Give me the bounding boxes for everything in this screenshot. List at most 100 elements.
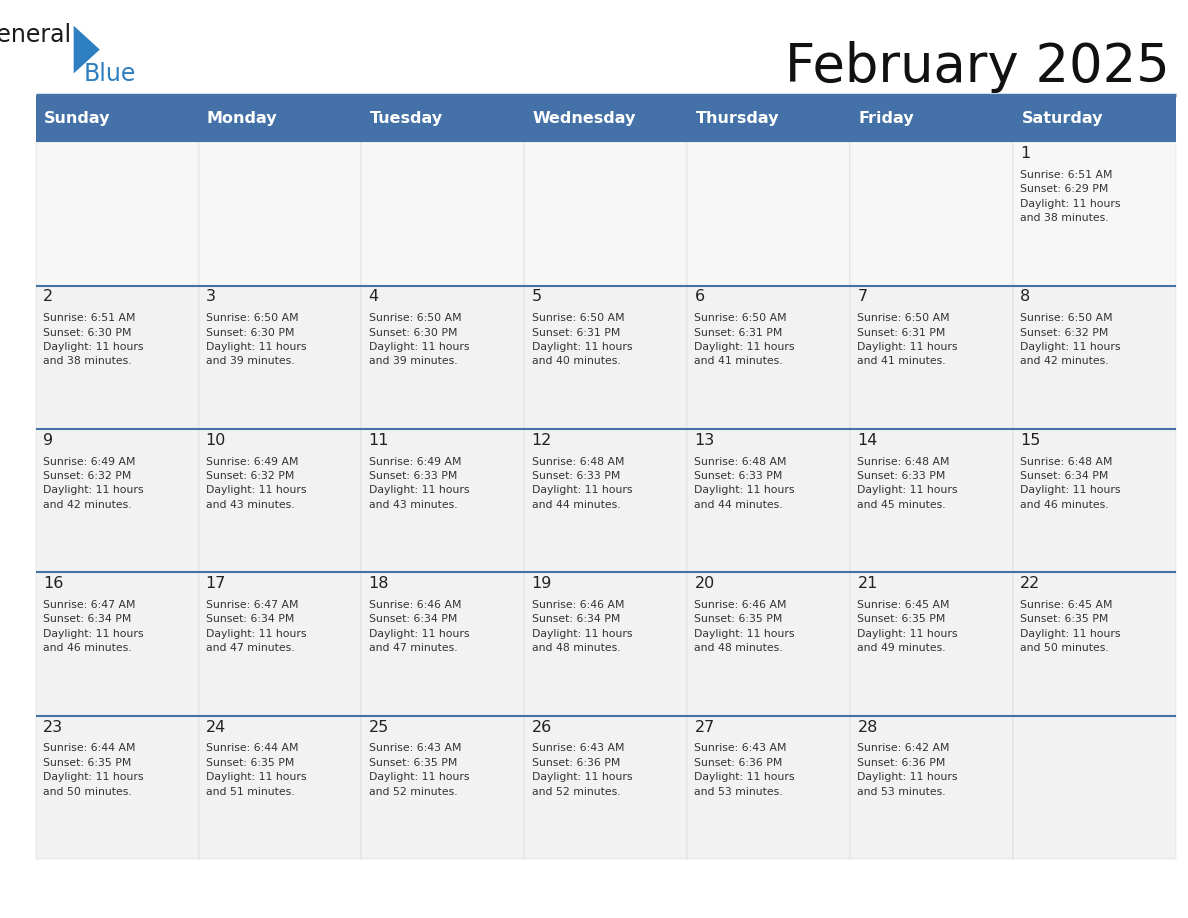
Bar <box>1013 716 1176 859</box>
Bar <box>524 95 688 142</box>
Text: 21: 21 <box>858 577 878 591</box>
Bar <box>36 573 198 716</box>
Text: 2: 2 <box>43 289 53 305</box>
Text: 20: 20 <box>695 577 715 591</box>
Text: Sunrise: 6:48 AM
Sunset: 6:33 PM
Daylight: 11 hours
and 44 minutes.: Sunrise: 6:48 AM Sunset: 6:33 PM Dayligh… <box>531 456 632 509</box>
Text: 4: 4 <box>368 289 379 305</box>
Text: 3: 3 <box>206 289 216 305</box>
Bar <box>361 716 524 859</box>
Bar <box>198 285 361 429</box>
Bar <box>361 95 524 142</box>
Bar <box>688 142 851 285</box>
Text: Friday: Friday <box>859 111 915 126</box>
Text: Sunday: Sunday <box>44 111 110 126</box>
Bar <box>36 95 198 142</box>
Text: Sunrise: 6:49 AM
Sunset: 6:32 PM
Daylight: 11 hours
and 42 minutes.: Sunrise: 6:49 AM Sunset: 6:32 PM Dayligh… <box>43 456 144 509</box>
Text: Sunrise: 6:45 AM
Sunset: 6:35 PM
Daylight: 11 hours
and 49 minutes.: Sunrise: 6:45 AM Sunset: 6:35 PM Dayligh… <box>858 600 958 654</box>
Bar <box>524 429 688 573</box>
Bar <box>361 573 524 716</box>
Text: 18: 18 <box>368 577 390 591</box>
Text: 1: 1 <box>1020 146 1030 161</box>
Text: Sunrise: 6:45 AM
Sunset: 6:35 PM
Daylight: 11 hours
and 50 minutes.: Sunrise: 6:45 AM Sunset: 6:35 PM Dayligh… <box>1020 600 1120 654</box>
Bar <box>524 285 688 429</box>
Text: Sunrise: 6:44 AM
Sunset: 6:35 PM
Daylight: 11 hours
and 50 minutes.: Sunrise: 6:44 AM Sunset: 6:35 PM Dayligh… <box>43 744 144 797</box>
Text: Sunrise: 6:43 AM
Sunset: 6:36 PM
Daylight: 11 hours
and 52 minutes.: Sunrise: 6:43 AM Sunset: 6:36 PM Dayligh… <box>531 744 632 797</box>
Bar <box>36 142 198 285</box>
Text: 12: 12 <box>531 432 552 448</box>
Bar <box>851 285 1013 429</box>
Text: 9: 9 <box>43 432 53 448</box>
Text: Sunrise: 6:49 AM
Sunset: 6:33 PM
Daylight: 11 hours
and 43 minutes.: Sunrise: 6:49 AM Sunset: 6:33 PM Dayligh… <box>368 456 469 509</box>
Bar <box>1013 429 1176 573</box>
Text: Sunrise: 6:42 AM
Sunset: 6:36 PM
Daylight: 11 hours
and 53 minutes.: Sunrise: 6:42 AM Sunset: 6:36 PM Dayligh… <box>858 744 958 797</box>
Text: 14: 14 <box>858 432 878 448</box>
Bar <box>36 429 198 573</box>
Bar <box>361 142 524 285</box>
Text: Tuesday: Tuesday <box>369 111 443 126</box>
Text: Sunrise: 6:46 AM
Sunset: 6:34 PM
Daylight: 11 hours
and 48 minutes.: Sunrise: 6:46 AM Sunset: 6:34 PM Dayligh… <box>531 600 632 654</box>
Text: 5: 5 <box>531 289 542 305</box>
Text: 6: 6 <box>695 289 704 305</box>
Bar <box>688 285 851 429</box>
Text: Sunrise: 6:48 AM
Sunset: 6:34 PM
Daylight: 11 hours
and 46 minutes.: Sunrise: 6:48 AM Sunset: 6:34 PM Dayligh… <box>1020 456 1120 509</box>
Text: 23: 23 <box>43 720 63 734</box>
Bar <box>361 285 524 429</box>
Text: 15: 15 <box>1020 432 1041 448</box>
Text: Sunrise: 6:50 AM
Sunset: 6:30 PM
Daylight: 11 hours
and 39 minutes.: Sunrise: 6:50 AM Sunset: 6:30 PM Dayligh… <box>206 313 307 366</box>
Text: Sunrise: 6:47 AM
Sunset: 6:34 PM
Daylight: 11 hours
and 47 minutes.: Sunrise: 6:47 AM Sunset: 6:34 PM Dayligh… <box>206 600 307 654</box>
Text: General: General <box>0 23 71 47</box>
Polygon shape <box>74 26 100 73</box>
Bar <box>198 95 361 142</box>
Text: 16: 16 <box>43 577 63 591</box>
Bar <box>1013 285 1176 429</box>
Text: Sunrise: 6:48 AM
Sunset: 6:33 PM
Daylight: 11 hours
and 45 minutes.: Sunrise: 6:48 AM Sunset: 6:33 PM Dayligh… <box>858 456 958 509</box>
Text: Sunrise: 6:50 AM
Sunset: 6:31 PM
Daylight: 11 hours
and 40 minutes.: Sunrise: 6:50 AM Sunset: 6:31 PM Dayligh… <box>531 313 632 366</box>
Text: Wednesday: Wednesday <box>532 111 636 126</box>
Bar <box>524 573 688 716</box>
Bar <box>361 429 524 573</box>
Text: Sunrise: 6:47 AM
Sunset: 6:34 PM
Daylight: 11 hours
and 46 minutes.: Sunrise: 6:47 AM Sunset: 6:34 PM Dayligh… <box>43 600 144 654</box>
Text: 7: 7 <box>858 289 867 305</box>
Bar <box>688 429 851 573</box>
Text: 17: 17 <box>206 577 226 591</box>
Text: Sunrise: 6:50 AM
Sunset: 6:32 PM
Daylight: 11 hours
and 42 minutes.: Sunrise: 6:50 AM Sunset: 6:32 PM Dayligh… <box>1020 313 1120 366</box>
Bar <box>524 716 688 859</box>
Bar <box>36 716 198 859</box>
Text: Sunrise: 6:50 AM
Sunset: 6:30 PM
Daylight: 11 hours
and 39 minutes.: Sunrise: 6:50 AM Sunset: 6:30 PM Dayligh… <box>368 313 469 366</box>
Bar <box>198 716 361 859</box>
Text: 25: 25 <box>368 720 388 734</box>
Text: Naduvannur, Kerala, India: Naduvannur, Kerala, India <box>827 115 1170 140</box>
Bar <box>198 573 361 716</box>
Text: Monday: Monday <box>207 111 278 126</box>
Bar <box>1013 95 1176 142</box>
Text: 26: 26 <box>531 720 551 734</box>
Bar <box>198 429 361 573</box>
Bar <box>36 285 198 429</box>
Bar <box>688 716 851 859</box>
Text: Sunrise: 6:50 AM
Sunset: 6:31 PM
Daylight: 11 hours
and 41 minutes.: Sunrise: 6:50 AM Sunset: 6:31 PM Dayligh… <box>695 313 795 366</box>
Bar <box>851 429 1013 573</box>
Bar <box>851 716 1013 859</box>
Text: Thursday: Thursday <box>696 111 779 126</box>
Bar <box>851 95 1013 142</box>
Text: Sunrise: 6:46 AM
Sunset: 6:35 PM
Daylight: 11 hours
and 48 minutes.: Sunrise: 6:46 AM Sunset: 6:35 PM Dayligh… <box>695 600 795 654</box>
Text: 11: 11 <box>368 432 390 448</box>
Text: Sunrise: 6:43 AM
Sunset: 6:36 PM
Daylight: 11 hours
and 53 minutes.: Sunrise: 6:43 AM Sunset: 6:36 PM Dayligh… <box>695 744 795 797</box>
Text: Sunrise: 6:43 AM
Sunset: 6:35 PM
Daylight: 11 hours
and 52 minutes.: Sunrise: 6:43 AM Sunset: 6:35 PM Dayligh… <box>368 744 469 797</box>
Text: Sunrise: 6:51 AM
Sunset: 6:30 PM
Daylight: 11 hours
and 38 minutes.: Sunrise: 6:51 AM Sunset: 6:30 PM Dayligh… <box>43 313 144 366</box>
Text: Sunrise: 6:50 AM
Sunset: 6:31 PM
Daylight: 11 hours
and 41 minutes.: Sunrise: 6:50 AM Sunset: 6:31 PM Dayligh… <box>858 313 958 366</box>
Text: 13: 13 <box>695 432 715 448</box>
Text: Blue: Blue <box>83 62 135 85</box>
Bar <box>524 142 688 285</box>
Text: Sunrise: 6:46 AM
Sunset: 6:34 PM
Daylight: 11 hours
and 47 minutes.: Sunrise: 6:46 AM Sunset: 6:34 PM Dayligh… <box>368 600 469 654</box>
Text: Sunrise: 6:44 AM
Sunset: 6:35 PM
Daylight: 11 hours
and 51 minutes.: Sunrise: 6:44 AM Sunset: 6:35 PM Dayligh… <box>206 744 307 797</box>
Text: Sunrise: 6:51 AM
Sunset: 6:29 PM
Daylight: 11 hours
and 38 minutes.: Sunrise: 6:51 AM Sunset: 6:29 PM Dayligh… <box>1020 170 1120 223</box>
Bar <box>688 573 851 716</box>
Text: Saturday: Saturday <box>1022 111 1102 126</box>
Bar <box>1013 573 1176 716</box>
Bar <box>851 573 1013 716</box>
Text: Sunrise: 6:49 AM
Sunset: 6:32 PM
Daylight: 11 hours
and 43 minutes.: Sunrise: 6:49 AM Sunset: 6:32 PM Dayligh… <box>206 456 307 509</box>
Bar <box>688 95 851 142</box>
Text: February 2025: February 2025 <box>785 41 1170 94</box>
Text: 22: 22 <box>1020 577 1041 591</box>
